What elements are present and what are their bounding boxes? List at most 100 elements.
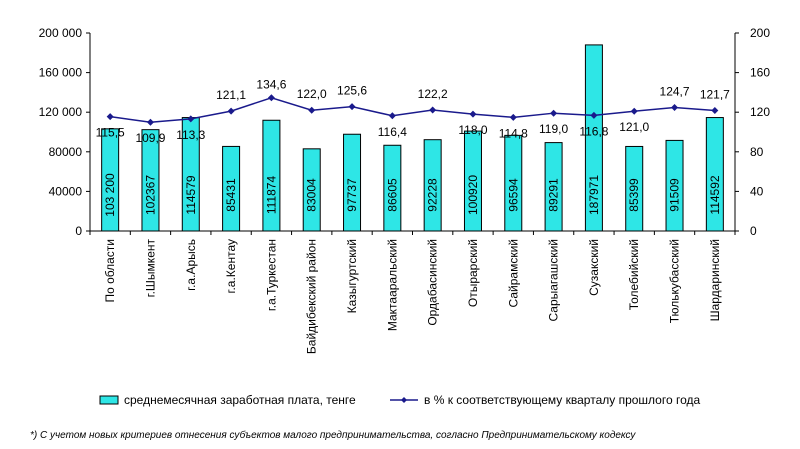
line-point — [388, 112, 396, 120]
line-series — [106, 94, 719, 126]
footnote: *) С учетом новых критериев отнесения су… — [30, 430, 636, 441]
legend: среднемесячная заработная плата, тенге в… — [99, 393, 701, 407]
category-label: Мактааральский — [385, 239, 399, 331]
line-value-label: 121,1 — [216, 88, 246, 102]
bar — [141, 129, 160, 232]
left-tick-label: 120 000 — [39, 105, 83, 119]
left-tick-label: 80000 — [49, 145, 83, 159]
line-value-label: 122,0 — [297, 87, 327, 101]
line-point — [469, 110, 477, 118]
right-tick-label: 120 — [750, 105, 770, 119]
category-label: Отырарский — [466, 239, 480, 307]
right-tick-label: 160 — [750, 66, 770, 80]
bar — [705, 117, 724, 232]
bar-value-label: 102367 — [143, 175, 157, 215]
bar-value-label: 85399 — [627, 178, 641, 212]
bar — [262, 119, 281, 232]
right-tick-label: 200 — [750, 26, 770, 40]
bar-value-label: 89291 — [547, 178, 561, 212]
line-point — [267, 94, 275, 102]
bar-value-label: 85431 — [224, 178, 238, 212]
category-labels: По области г.Шымкент г.а.Арысь г.а.Кентау г.… — [103, 239, 722, 355]
line-value-label: 124,7 — [660, 85, 690, 99]
category-label: г.а.Кентау — [224, 239, 238, 293]
bar — [504, 134, 523, 232]
bar-value-label: 103 200 — [103, 173, 117, 217]
line-value-label: 119,0 — [539, 122, 568, 136]
category-label: По области — [103, 239, 117, 303]
bar — [302, 148, 321, 232]
category-label: Сарыагашский — [547, 239, 561, 322]
line-value-label: 114,8 — [499, 126, 528, 140]
bar-value-label: 114579 — [184, 175, 198, 214]
line-value-label: 121,0 — [619, 120, 649, 134]
line-point — [308, 106, 316, 114]
bar-value-label: 100920 — [466, 175, 480, 215]
bar — [665, 139, 684, 232]
line-point — [429, 106, 437, 114]
line-point — [671, 104, 679, 112]
bar-value-label: 111874 — [264, 176, 278, 215]
category-label: Казыгуртский — [345, 239, 359, 313]
right-tick-label: 80 — [750, 145, 764, 159]
bar — [584, 44, 603, 232]
category-label: Сайрамский — [506, 239, 520, 307]
category-label: Байдибекский район — [305, 239, 319, 354]
bar — [343, 133, 362, 232]
line-path — [110, 96, 715, 123]
category-label: Ордабасинский — [426, 239, 440, 326]
line-value-label: 115,5 — [96, 126, 125, 140]
right-axis-ticks: 0 40 80 120 160 200 — [735, 26, 770, 238]
line-point — [146, 118, 154, 126]
category-label: г.а.Туркестан — [264, 239, 278, 311]
bar-value-label: 114592 — [708, 175, 722, 214]
legend-bar-swatch — [99, 395, 119, 405]
line-value-label: 118,0 — [458, 123, 487, 137]
line-point — [106, 113, 114, 121]
line-point — [509, 113, 517, 121]
left-tick-label: 0 — [75, 224, 82, 238]
legend-line-marker — [401, 397, 407, 403]
line-value-label: 113,3 — [176, 128, 205, 142]
left-tick-label: 160 000 — [39, 66, 83, 80]
category-label: Шардаринский — [708, 239, 722, 321]
line-value-label: 134,6 — [256, 78, 286, 92]
line-point — [590, 111, 598, 119]
line-point — [348, 103, 356, 111]
line-value-label: 116,4 — [378, 125, 407, 139]
bar — [101, 128, 120, 232]
line-point — [227, 107, 235, 115]
bar — [423, 139, 442, 232]
bar — [463, 130, 482, 232]
line-point — [550, 109, 558, 117]
bar — [383, 144, 402, 232]
combo-chart: 0 40000 80000 120 000 160 000 200 000 0 40 80 12… — [39, 26, 771, 407]
line-point — [187, 115, 195, 123]
bar-series — [101, 44, 724, 232]
line-value-label: 122,2 — [418, 87, 448, 101]
left-axis-ticks: 0 40000 80000 120 000 160 000 200 000 — [39, 26, 90, 238]
bar-value-label: 97737 — [345, 178, 359, 212]
bar-value-label: 91509 — [668, 178, 682, 212]
category-label: г.Шымкент — [143, 239, 157, 298]
category-label: Тюлькубасский — [668, 239, 682, 323]
line-value-label: 116,8 — [579, 124, 608, 138]
line-point — [711, 107, 719, 115]
line-value-label: 125,6 — [337, 84, 367, 98]
line-point — [630, 107, 638, 115]
bar — [222, 145, 241, 232]
line-value-label: 109,9 — [135, 131, 165, 145]
left-tick-label: 40000 — [49, 184, 83, 198]
category-label: г.а.Арысь — [184, 239, 198, 291]
bar-value-label: 92228 — [426, 178, 440, 212]
left-tick-label: 200 000 — [39, 26, 83, 40]
right-tick-label: 0 — [750, 224, 757, 238]
bar-value-label: 96594 — [506, 178, 520, 212]
legend-line-label: в % к соответствующему кварталу прошлого… — [424, 393, 701, 407]
legend-bar-label: среднемесячная заработная плата, тенге — [124, 393, 356, 407]
bar-value-labels: 103 200 102367 114579 85431 111874 83004 97737… — [103, 173, 722, 217]
bar — [625, 145, 644, 232]
line-value-labels: 115,5 109,9 113,3 121,1 134,6 122,0 125,6 116,4… — [96, 78, 731, 145]
right-tick-label: 40 — [750, 184, 764, 198]
bar — [544, 142, 563, 232]
